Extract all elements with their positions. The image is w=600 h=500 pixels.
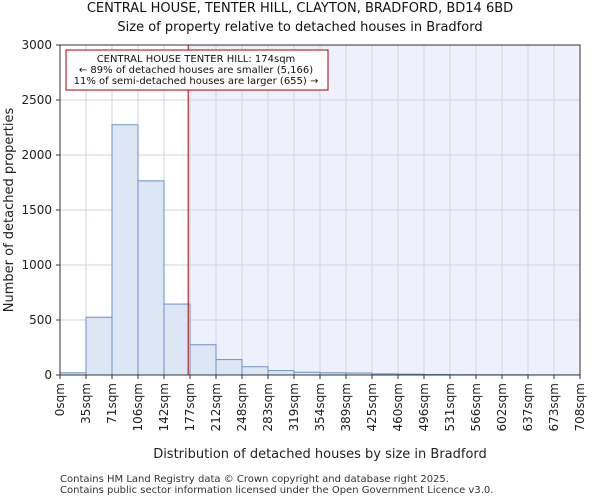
x-tick-label: 142sqm (157, 383, 171, 431)
y-tick-label: 2000 (21, 148, 52, 162)
x-tick-label: 673sqm (547, 383, 561, 431)
x-tick-label: 637sqm (521, 383, 535, 431)
y-tick-label: 500 (29, 313, 52, 327)
x-tick-label: 106sqm (131, 383, 145, 431)
x-tick-label: 708sqm (573, 383, 587, 431)
annotation-box: CENTRAL HOUSE TENTER HILL: 174sqm ← 89% … (65, 49, 329, 91)
x-tick-label: 460sqm (391, 383, 405, 431)
y-axis-label: Number of detached properties (2, 108, 17, 313)
x-axis-label: Distribution of detached houses by size … (153, 447, 487, 462)
y-tick-label: 0 (44, 368, 52, 382)
bar-177sqm (189, 344, 217, 376)
x-tick-label: 283sqm (261, 383, 275, 431)
y-tick-label: 1000 (21, 258, 52, 272)
x-tick-label: 319sqm (287, 383, 301, 431)
x-tick-label: 389sqm (339, 383, 353, 431)
x-tick-label: 602sqm (495, 383, 509, 431)
annotation-line-1: CENTRAL HOUSE TENTER HILL: 174sqm (97, 54, 296, 65)
bar-142sqm (163, 303, 191, 376)
bar-71sqm (111, 124, 139, 376)
x-tick-label: 177sqm (183, 383, 197, 431)
y-tick-label: 3000 (21, 38, 52, 52)
x-tick-label: 248sqm (235, 383, 249, 431)
x-tick-label: 531sqm (443, 383, 457, 431)
footer-line-1: Contains HM Land Registry data © Crown c… (60, 474, 449, 485)
bars-layer (59, 124, 581, 376)
axes-layer: 0 500 1000 1500 2000 2500 3000 0sqm 35sqm 71sqm 10… (21, 38, 587, 431)
y-tick-label: 2500 (21, 93, 52, 107)
annotation-frame (65, 49, 329, 91)
x-tick-label: 566sqm (469, 383, 483, 431)
bar-35sqm (85, 316, 113, 376)
bar-283sqm (267, 370, 295, 376)
chart-title: CENTRAL HOUSE, TENTER HILL, CLAYTON, BRA… (86, 1, 514, 16)
bar-248sqm (241, 366, 269, 376)
x-tick-label: 0sqm (53, 383, 67, 416)
bar-212sqm (215, 359, 243, 376)
y-tick-label: 1500 (21, 203, 52, 217)
x-tick-label: 212sqm (209, 383, 223, 431)
annotation-line-3: 11% of semi-detached houses are larger (… (74, 76, 319, 87)
x-tick-label: 425sqm (365, 383, 379, 431)
annotation-line-2: ← 89% of detached houses are smaller (5,… (79, 65, 313, 76)
x-tick-label: 71sqm (105, 383, 119, 424)
histogram-chart: 0 500 1000 1500 2000 2500 3000 0sqm 35sqm 71sqm 10… (2, 38, 587, 462)
bar-106sqm (137, 180, 165, 376)
x-tick-label: 354sqm (313, 383, 327, 431)
x-tick-label: 35sqm (79, 383, 93, 424)
footer-line-2: Contains public sector information licen… (60, 485, 494, 496)
chart-subtitle: Size of property relative to detached ho… (117, 20, 483, 35)
x-tick-label: 496sqm (417, 383, 431, 431)
